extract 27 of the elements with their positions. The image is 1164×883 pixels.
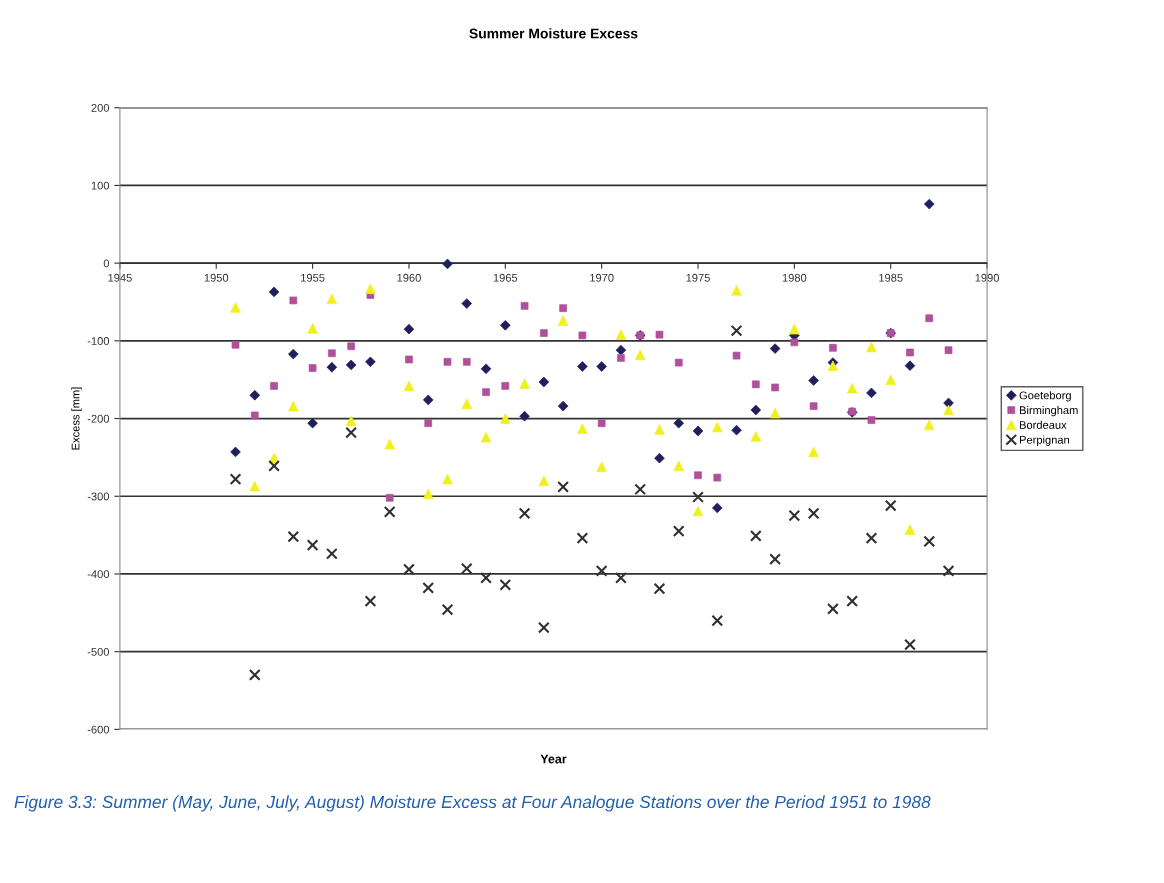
y-tick-label: 100 (91, 181, 110, 190)
x-tick-label: 1980 (782, 273, 807, 282)
x-tick-label: 1975 (686, 273, 710, 282)
legend-label: Perpignan (1019, 435, 1070, 446)
chart-title: Summer Moisture Excess (469, 28, 638, 39)
legend-label: Birmingham (1019, 405, 1078, 417)
x-tick-label: 1960 (397, 273, 421, 282)
x-tick-label: 1990 (975, 273, 999, 282)
x-tick-label: 1970 (590, 273, 614, 282)
legend-label: Bordeaux (1019, 420, 1067, 429)
y-tick-label: -100 (87, 337, 110, 345)
y-tick-label: 200 (91, 103, 110, 112)
y-axis-title: Excess [mm] (71, 387, 82, 450)
x-tick-label: 1965 (493, 273, 518, 282)
y-tick-label: -600 (87, 725, 110, 734)
x-tick-label: 1950 (204, 273, 229, 282)
y-tick-label: -200 (87, 414, 110, 423)
y-tick-label: -300 (87, 492, 110, 501)
x-tick-label: 1985 (879, 273, 903, 282)
y-tick-label: 0 (103, 259, 110, 268)
x-tick-label: 1955 (301, 273, 325, 282)
y-tick-label: -500 (87, 647, 110, 656)
legend-label: Goeteborg (1019, 391, 1071, 402)
x-axis-title: Year (540, 754, 567, 764)
caption: Figure 3.3: Summer (May, June, July, August) Moisture Excess at Four Analogue Stations over the Period 1951 to 1988 (14, 795, 931, 812)
x-tick-label: 1945 (108, 273, 132, 282)
y-tick-label: -400 (87, 570, 110, 579)
